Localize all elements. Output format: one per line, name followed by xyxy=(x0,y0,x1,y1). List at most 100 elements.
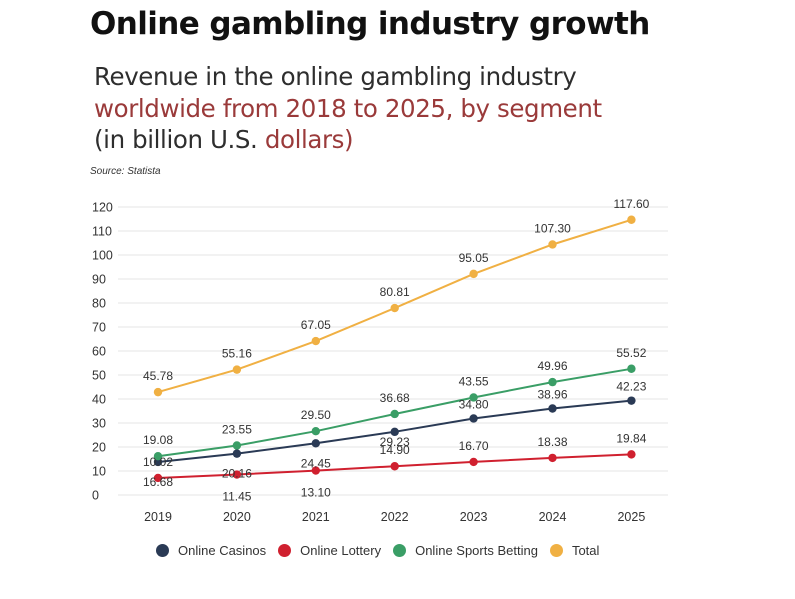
data-point-online-sports-betting xyxy=(232,441,242,450)
x-tick-label: 2021 xyxy=(302,510,330,524)
data-point-total xyxy=(548,240,557,249)
data-label-online-lottery: 10.02 xyxy=(143,455,173,469)
subtitle-line-2: worldwide from 2018 to 2025, by segment xyxy=(94,93,602,123)
data-point-online-sports-betting xyxy=(311,427,320,436)
y-tick-label: 70 xyxy=(92,321,106,335)
x-tick-label: 2022 xyxy=(381,510,409,524)
data-point-total xyxy=(232,365,242,374)
data-label-online-lottery: 18.38 xyxy=(537,435,567,449)
y-axis-ticks: 0 10 20 30 40 50 60 70 80 90 100 110 120 xyxy=(92,201,113,503)
legend-item-total: Total xyxy=(549,543,600,558)
data-label-online-lottery: 11.45 xyxy=(222,490,251,504)
data-label-total: 67.05 xyxy=(301,318,331,332)
data-point-online-lottery xyxy=(390,462,399,471)
data-label-online-casinos: 42.23 xyxy=(616,380,646,394)
y-tick-label: 10 xyxy=(92,465,106,479)
gridlines xyxy=(118,206,668,496)
data-point-total xyxy=(311,336,320,346)
y-tick-label: 100 xyxy=(92,249,113,263)
x-tick-label: 2019 xyxy=(144,510,172,524)
y-tick-label: 40 xyxy=(92,393,106,407)
data-point-total xyxy=(390,303,399,313)
legend-item-online-sports-betting: Online Sports Betting xyxy=(393,543,538,558)
legend-item-online-lottery: Online Lottery xyxy=(278,543,381,558)
x-tick-label: 2025 xyxy=(617,510,645,524)
data-label-online-casinos: 16.68 xyxy=(143,475,173,489)
data-label-online-casinos: 29.23 xyxy=(380,435,410,449)
subtitle-line-3-highlight: dollars) xyxy=(264,125,354,154)
data-label-online-lottery: 16.70 xyxy=(459,439,489,453)
data-point-online-lottery xyxy=(548,453,557,463)
data-point-online-sports-betting xyxy=(548,377,557,387)
data-label-online-lottery: 14.90 xyxy=(380,443,410,457)
data-point-online-sports-betting xyxy=(153,452,163,461)
chart-headline: Online gambling industry growth xyxy=(90,6,650,42)
data-label-online-casinos: 38.96 xyxy=(537,387,567,401)
data-label-online-casinos: 34.80 xyxy=(459,397,489,411)
data-label-online-lottery: 13.10 xyxy=(301,486,331,500)
y-tick-label: 90 xyxy=(92,273,106,287)
data-label-total: 45.78 xyxy=(143,369,173,383)
legend-label: Total xyxy=(571,543,600,558)
x-tick-label: 2023 xyxy=(460,510,488,524)
data-point-online-casinos xyxy=(390,427,399,437)
legend-swatch-online-sports-betting xyxy=(393,544,407,557)
data-point-online-lottery xyxy=(627,450,636,459)
data-label-online-sports-betting: 55.52 xyxy=(616,346,646,360)
data-label-total: 107.30 xyxy=(534,221,571,235)
subtitle-line-1: Revenue in the online gambling industry xyxy=(94,62,577,91)
y-tick-label: 50 xyxy=(92,369,106,383)
data-point-total xyxy=(153,387,163,397)
y-tick-label: 80 xyxy=(92,297,106,311)
data-point-online-casinos xyxy=(627,396,636,405)
line-chart: 0 10 20 30 40 50 60 70 80 90 100 110 120 2019 2020 202… xyxy=(92,197,668,524)
data-label-online-sports-betting: 19.08 xyxy=(143,433,173,447)
data-point-online-casinos xyxy=(469,414,478,423)
data-point-online-sports-betting xyxy=(627,364,636,373)
y-tick-label: 60 xyxy=(92,345,106,359)
legend-swatch-online-casinos xyxy=(156,544,169,557)
data-point-online-sports-betting xyxy=(390,409,399,419)
data-point-online-lottery xyxy=(153,473,163,483)
y-tick-label: 110 xyxy=(92,225,112,239)
data-point-online-sports-betting xyxy=(469,393,478,402)
y-tick-label: 20 xyxy=(92,441,106,455)
y-tick-label: 120 xyxy=(92,201,113,215)
data-point-online-casinos xyxy=(311,439,320,448)
data-label-online-casinos: 20.16 xyxy=(222,467,252,481)
data-label-online-sports-betting: 43.55 xyxy=(459,374,489,388)
x-tick-label: 2024 xyxy=(539,510,567,524)
subtitle-line-3: (in billion U.S. dollars) xyxy=(94,124,602,156)
data-point-online-lottery xyxy=(311,466,320,475)
data-label-total: 117.60 xyxy=(613,197,649,211)
data-label-online-lottery: 19.84 xyxy=(616,431,646,445)
x-axis-ticks: 2019 2020 2021 2022 2023 2024 2025 xyxy=(144,510,645,524)
legend-item-online-casinos: Online Casinos xyxy=(156,543,266,558)
subtitle-line-3-text: (in billion U.S. xyxy=(94,125,265,154)
source-note: Source: Statista xyxy=(90,166,161,177)
legend-label: Online Casinos xyxy=(178,543,267,558)
legend-label: Online Lottery xyxy=(300,543,382,558)
chart-subtitle: Revenue in the online gambling industry … xyxy=(94,61,602,156)
data-label-online-sports-betting: 49.96 xyxy=(537,359,567,373)
series-group xyxy=(153,215,636,483)
data-point-online-lottery xyxy=(469,457,478,467)
data-label-online-sports-betting: 23.55 xyxy=(222,422,252,436)
legend-swatch-online-lottery xyxy=(278,544,292,557)
data-point-online-lottery xyxy=(232,470,242,479)
data-label-total: 80.81 xyxy=(380,285,410,299)
data-point-total xyxy=(627,215,636,224)
x-tick-label: 2020 xyxy=(223,510,251,524)
data-label-online-casinos: 24.45 xyxy=(301,456,331,470)
y-tick-label: 0 xyxy=(92,489,99,503)
data-label-total: 55.16 xyxy=(222,347,252,361)
data-point-online-casinos xyxy=(548,404,557,413)
legend: Online Casinos Online Lottery Online Sport… xyxy=(156,543,611,558)
data-label-total: 95.05 xyxy=(459,251,489,265)
data-label-online-sports-betting: 36.68 xyxy=(380,391,410,405)
data-point-online-casinos xyxy=(232,449,242,458)
legend-label: Online Sports Betting xyxy=(415,543,538,558)
y-tick-label: 30 xyxy=(92,417,106,431)
data-labels: 16.68 20.16 24.45 29.23 34.80 38.96 42.23 10.02… xyxy=(143,197,650,504)
data-point-online-casinos xyxy=(153,457,163,467)
